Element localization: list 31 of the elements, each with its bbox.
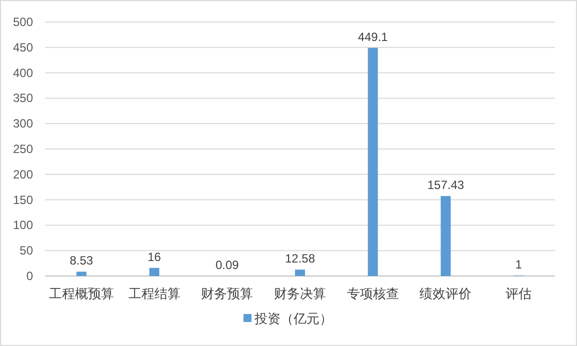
y-tick-label: 450 [12,40,34,54]
bar [149,268,160,276]
data-label: 1 [515,257,522,272]
bar [76,272,86,276]
y-tick-label: 250 [12,142,34,156]
bar [295,270,305,276]
y-tick-label: 500 [12,15,34,29]
y-tick-label: 350 [12,91,34,106]
y-tick-label: 50 [20,244,34,258]
y-tick-label: 100 [12,218,34,232]
bar [440,196,451,276]
data-label: 16 [148,250,162,264]
y-tick-label: 200 [12,167,34,182]
x-tick-label: 工程概预算 [48,286,114,301]
bar [368,48,378,276]
x-tick-label: 工程结算 [128,286,180,301]
data-label: 157.43 [427,178,464,192]
legend-label: 投资（亿元） [254,311,332,326]
x-tick-label: 绩效评价 [420,286,472,301]
data-label: 0.09 [215,258,240,272]
y-tick-label: 400 [12,66,34,80]
y-tick-label: 300 [12,116,34,131]
x-tick-label: 财务预算 [201,286,254,301]
x-tick-label: 评估 [506,286,532,301]
data-label: 8.53 [70,254,94,268]
x-tick-label: 财务决算 [274,286,326,301]
data-label: 449.1 [358,30,388,44]
y-tick-label: 0 [26,269,34,283]
y-tick-label: 150 [12,192,34,207]
x-tick-label: 专项核查 [346,286,399,301]
data-label: 12.58 [284,252,316,266]
